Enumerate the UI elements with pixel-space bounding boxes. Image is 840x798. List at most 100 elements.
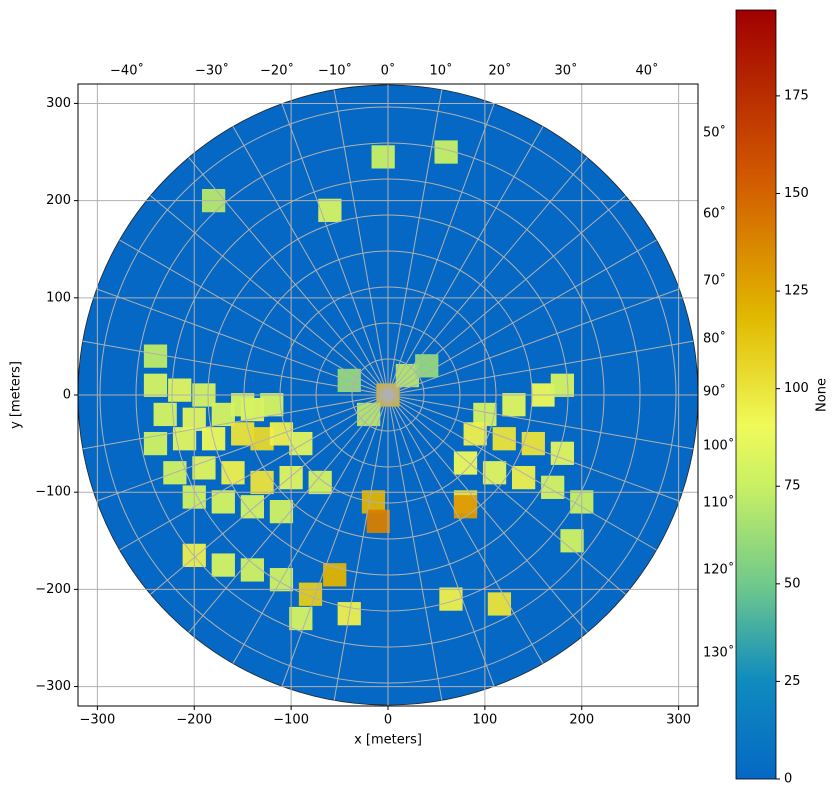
colorbar-tick-label: 175 <box>784 88 809 103</box>
echo-cell <box>269 500 294 524</box>
echo-cell <box>298 582 323 606</box>
azimuth-line <box>333 89 389 396</box>
y-tick-label: −100 <box>35 485 71 500</box>
azimuth-line <box>82 394 389 450</box>
echo-cell <box>250 470 274 495</box>
azimuth-line <box>150 195 389 396</box>
latitude-label: 60˚ <box>703 206 726 222</box>
y-tick-label: 100 <box>46 290 71 305</box>
longitude-label: −40˚ <box>110 63 144 79</box>
azimuth-line <box>333 394 389 701</box>
echo-cell <box>211 490 235 514</box>
echo-cell <box>250 427 274 451</box>
y-tick-label: −300 <box>35 679 71 694</box>
colorbar-tick-label: 150 <box>784 186 809 201</box>
latitude-label: 120˚ <box>703 562 734 578</box>
azimuth-line <box>188 157 389 396</box>
echo-cell <box>521 431 545 456</box>
y-axis-label: y [meters] <box>9 361 24 429</box>
azimuth-line <box>387 89 443 396</box>
y-tick-label: 200 <box>46 193 71 208</box>
colorbar <box>735 9 777 780</box>
echo-cell <box>308 470 332 495</box>
x-tick-label: −200 <box>176 713 212 728</box>
azimuth-line <box>387 126 544 396</box>
echo-cell <box>143 431 168 456</box>
x-axis-label: x [meters] <box>354 733 422 748</box>
echo-cell <box>512 465 536 490</box>
longitude-label: 20˚ <box>488 63 511 79</box>
azimuth-line <box>387 394 588 633</box>
longitude-label: 10˚ <box>429 63 452 79</box>
plot-area <box>77 83 699 707</box>
colorbar-tick-label: 25 <box>784 674 801 689</box>
azimuth-line <box>387 195 626 396</box>
azimuth-line <box>387 394 680 502</box>
echo-cell <box>550 373 574 397</box>
azimuth-line <box>387 394 443 701</box>
azimuth-line <box>150 394 389 595</box>
echo-cell <box>231 422 255 446</box>
latitude-label: 130˚ <box>703 645 734 661</box>
echo-cell <box>487 592 512 616</box>
azimuth-line <box>387 394 694 450</box>
colorbar-tick-label: 100 <box>784 381 809 396</box>
echo-cell <box>318 198 342 222</box>
azimuth-line <box>281 103 389 396</box>
echo-cell <box>260 393 284 417</box>
latitude-label: 70˚ <box>703 273 726 289</box>
azimuth-line <box>387 288 680 396</box>
x-tick-label: 300 <box>666 713 691 728</box>
x-tick-label: 200 <box>569 713 594 728</box>
echo-cell <box>143 344 168 368</box>
latitude-label: 50˚ <box>703 125 726 141</box>
echo-cell <box>211 402 235 427</box>
y-tick-label: 300 <box>46 96 71 111</box>
azimuth-line <box>387 239 657 396</box>
azimuth-line <box>387 394 544 664</box>
latitude-label: 100˚ <box>703 438 734 454</box>
azimuth-line <box>387 394 495 687</box>
echo-cell <box>168 378 192 402</box>
grid <box>78 84 698 706</box>
y-tick-label: 0 <box>63 388 71 403</box>
echo-cell <box>502 393 526 417</box>
azimuth-line <box>232 126 389 396</box>
azimuth-line <box>96 288 389 396</box>
longitude-label: 40˚ <box>635 63 658 79</box>
echo-cell <box>434 140 458 164</box>
echo-cell <box>453 451 478 475</box>
x-tick-label: 100 <box>472 713 497 728</box>
echo-cell <box>482 461 507 485</box>
echo-cell <box>463 422 487 446</box>
x-tick-label: 0 <box>384 713 392 728</box>
azimuth-line <box>281 394 389 687</box>
azimuth-line <box>387 103 495 396</box>
azimuth-line <box>387 394 657 551</box>
echo-cell <box>439 587 463 611</box>
longitude-label: −20˚ <box>260 63 294 79</box>
azimuth-line <box>119 239 389 396</box>
azimuth-line <box>119 394 389 551</box>
longitude-label: −10˚ <box>318 63 352 79</box>
echo-cell <box>192 456 216 480</box>
longitude-label: 0˚ <box>381 63 396 79</box>
echo-cell <box>231 393 255 417</box>
echo-cell <box>289 431 313 456</box>
x-tick-label: −300 <box>80 713 116 728</box>
echo-cell <box>560 529 584 553</box>
echo-cell <box>492 427 516 451</box>
azimuth-line <box>387 394 626 595</box>
latitude-label: 110˚ <box>703 495 734 511</box>
colorbar-tick-label: 75 <box>784 479 801 494</box>
y-tick-label: −200 <box>35 582 71 597</box>
azimuth-line <box>82 340 389 396</box>
echo-cell <box>240 495 264 519</box>
echo-cell <box>153 402 177 427</box>
echo-cell <box>366 509 390 533</box>
azimuth-line <box>96 394 389 502</box>
azimuth-line <box>387 157 588 396</box>
colorbar-tick-label: 0 <box>784 772 792 787</box>
latitude-label: 80˚ <box>703 331 726 347</box>
